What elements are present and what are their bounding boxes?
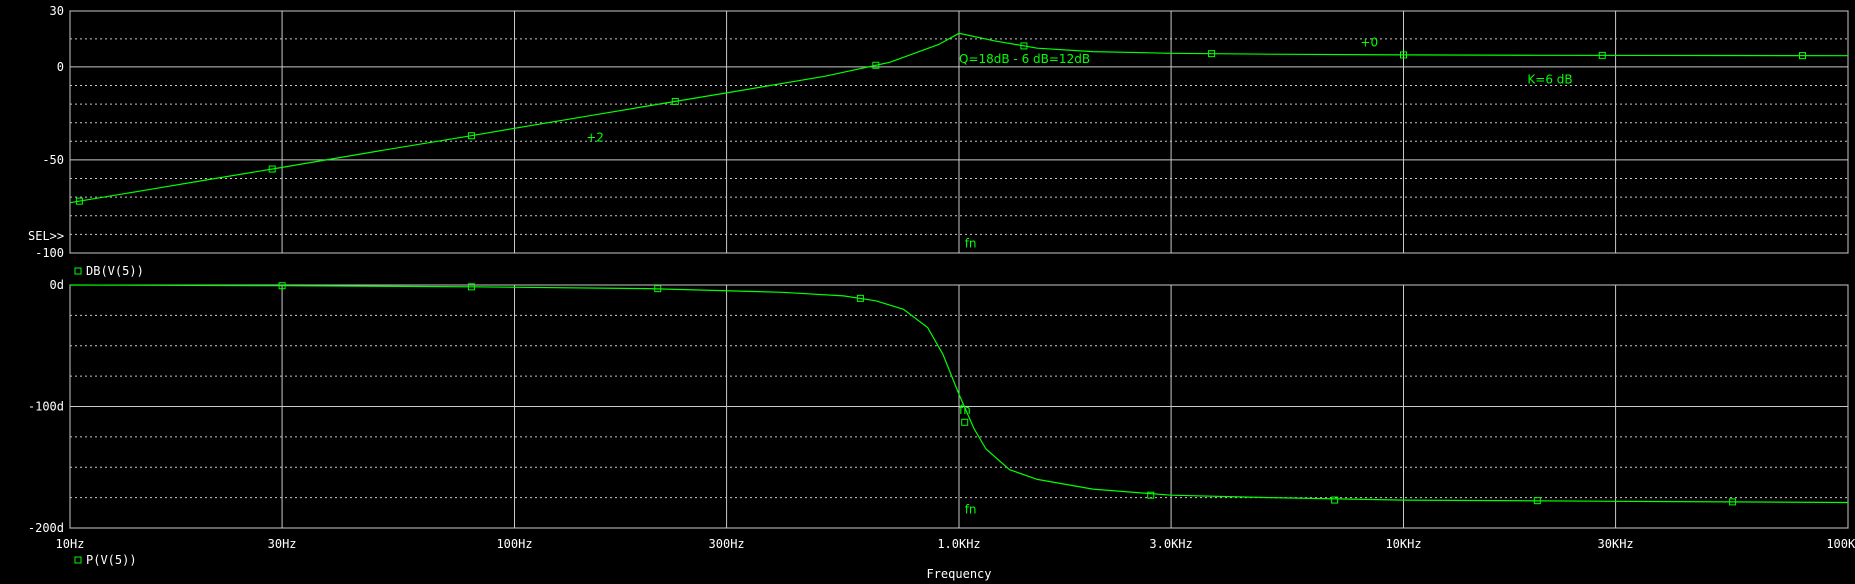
magnitude-data-marker <box>1208 50 1216 58</box>
magnitude-annotation: K=6 dB <box>1527 73 1572 87</box>
x-axis-label: Frequency <box>926 567 991 581</box>
phase-trace <box>69 284 1849 504</box>
magnitude-data-marker <box>1598 51 1606 59</box>
x-tick-label: 30KHz <box>1598 537 1634 551</box>
legend-marker-magnitude <box>74 267 82 275</box>
x-tick-label: 1.0KHz <box>937 537 980 551</box>
magnitude-data-marker <box>671 97 679 105</box>
phase-data-marker <box>961 418 969 426</box>
phase-data-marker <box>1533 497 1541 505</box>
magnitude-trace <box>69 32 1849 204</box>
phase-ytick-label: 0d <box>50 278 64 292</box>
x-tick-label: 100Hz <box>496 537 532 551</box>
magnitude-data-marker <box>872 61 880 69</box>
magnitude-data-marker <box>1798 52 1806 60</box>
x-tick-label: 10Hz <box>56 537 85 551</box>
x-tick-label: 300Hz <box>709 537 745 551</box>
phase-data-marker <box>467 283 475 291</box>
magnitude-data-marker <box>268 165 276 173</box>
legend-label-magnitude: DB(V(5)) <box>86 264 144 278</box>
magnitude-annotation: +0 <box>1360 35 1378 49</box>
x-tick-label: 100KHz <box>1826 537 1855 551</box>
phase-data-marker <box>1331 496 1339 504</box>
magnitude-data-marker <box>467 132 475 140</box>
magnitude-data-marker <box>1400 51 1407 59</box>
phase-annotation: fn <box>965 502 977 516</box>
magnitude-ytick-label: 0 <box>57 60 64 74</box>
magnitude-annotation: fn <box>965 236 977 250</box>
magnitude-ytick-label: -100 <box>35 246 64 260</box>
legend-label-phase: P(V(5)) <box>86 553 137 567</box>
legend-marker-phase <box>74 556 82 564</box>
magnitude-ytick-label: 30 <box>50 4 64 18</box>
phase-data-marker <box>1729 498 1737 506</box>
phase-annotation: fn <box>959 403 971 417</box>
sel-label: SEL>> <box>28 229 64 243</box>
magnitude-annotation: +2 <box>586 130 604 144</box>
x-tick-label: 30Hz <box>268 537 297 551</box>
phase-ytick-label: -100d <box>28 400 64 414</box>
phase-data-marker <box>856 294 864 302</box>
phase-data-marker <box>1147 491 1155 499</box>
x-tick-label: 3.0KHz <box>1149 537 1192 551</box>
phase-data-marker <box>654 285 662 293</box>
phase-ytick-label: -200d <box>28 521 64 535</box>
magnitude-ytick-label: -50 <box>42 153 64 167</box>
phase-data-marker <box>278 282 286 290</box>
magnitude-data-marker <box>75 197 83 205</box>
magnitude-data-marker <box>1020 42 1028 50</box>
magnitude-annotation: Q=18dB - 6 dB=12dB <box>959 52 1090 66</box>
x-tick-label: 10KHz <box>1385 537 1421 551</box>
